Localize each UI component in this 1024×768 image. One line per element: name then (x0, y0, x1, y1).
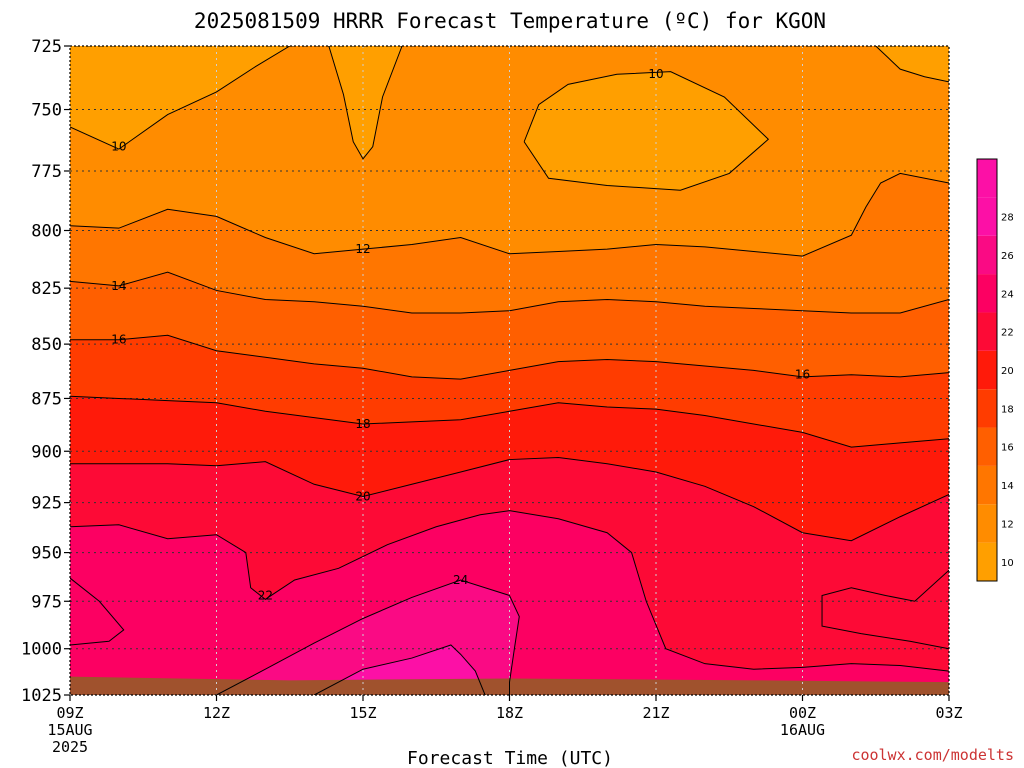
y-tick-label: 1000 (21, 640, 62, 660)
x-tick-label: 00Z (789, 704, 816, 722)
colorbar-segment (977, 389, 997, 428)
y-tick-label: 900 (31, 442, 62, 462)
contour-label: 16 (111, 333, 126, 347)
contour-10 (70, 46, 291, 150)
contour-lines (70, 46, 949, 695)
y-tick-label: 800 (31, 221, 62, 241)
x-tick-label: 03Z (935, 704, 962, 722)
contour-10 (523, 71, 770, 191)
temperature-bands (70, 46, 949, 695)
x-tick-date: 15AUG (47, 721, 92, 739)
colorbar-frame (976, 158, 998, 582)
y-axis: 725 750 775 800 825 850 875 900 925 950 975 1000 102… (21, 37, 70, 706)
colorbar-tick-label: 14 (1001, 481, 1014, 492)
contour-20 (70, 456, 949, 542)
colorbar-tick-label: 16 (1001, 443, 1014, 454)
colorbar-segment (977, 504, 997, 543)
colorbar-tick-label: 28 (1001, 213, 1014, 224)
y-tick-label: 725 (31, 37, 62, 57)
contour-16 (70, 334, 949, 380)
colorbar-tick-label: 20 (1001, 366, 1014, 377)
y-tick-label: 975 (31, 592, 62, 612)
contour-label: 18 (355, 417, 370, 431)
y-tick-label: 925 (31, 494, 62, 514)
contour-label: 12 (355, 242, 370, 256)
chart-title: 2025081509 HRRR Forecast Temperature (ºC… (194, 9, 826, 33)
band-22-left (70, 578, 124, 645)
y-tick-label: 1025 (21, 686, 62, 706)
x-axis-label: Forecast Time (UTC) (407, 748, 613, 768)
contour-14 (70, 271, 949, 314)
contour-18 (70, 395, 949, 448)
contour-label: 24 (453, 573, 468, 587)
colorbar-segment (977, 274, 997, 313)
colorbar-segment (977, 427, 997, 466)
colorbar-tick-label: 22 (1001, 328, 1014, 339)
x-tick-label: 21Z (642, 704, 669, 722)
contour-label: 22 (258, 588, 273, 602)
colorbar-tick-label: 24 (1001, 289, 1014, 300)
y-tick-label: 825 (31, 279, 62, 299)
y-tick-label: 850 (31, 335, 62, 355)
contour-10 (328, 46, 403, 160)
x-tick-label: 15Z (349, 704, 376, 722)
colorbar-tick-label: 18 (1001, 404, 1014, 415)
contour-24 (216, 579, 520, 695)
colorbar-segment (977, 542, 997, 581)
credit-text: coolwx.com/modelts (851, 746, 1014, 764)
contour-12 (70, 172, 949, 257)
colorbar-segment (977, 465, 997, 505)
colorbar-segment (977, 197, 997, 236)
x-tick-year: 2025 (52, 738, 88, 756)
x-tick-date: 16AUG (780, 721, 825, 739)
colorbar-segment (977, 159, 997, 198)
colorbar-segment (977, 235, 997, 275)
contour-label: 10 (111, 140, 126, 154)
contour-label: 14 (111, 279, 126, 293)
y-tick-label: 750 (31, 101, 62, 121)
y-tick-label: 950 (31, 544, 62, 564)
colorbar-segment (977, 350, 997, 390)
contour-label: 16 (795, 368, 810, 382)
band-20-22-right (822, 570, 949, 649)
band-cold-pocket (524, 71, 769, 191)
x-tick-label: 09Z (56, 704, 83, 722)
y-tick-label: 775 (31, 162, 62, 182)
x-tick-label: 12Z (203, 704, 230, 722)
colorbar-tick-label: 10 (1001, 558, 1014, 569)
contour-label: 10 (648, 67, 663, 81)
contour-26 (313, 644, 486, 695)
contour-label: 20 (355, 490, 370, 504)
contour-22 (70, 510, 949, 672)
colorbar-tick-label: 12 (1001, 519, 1014, 530)
contour-22 (821, 569, 949, 650)
colorbar-segment (977, 312, 997, 351)
contour-10 (875, 46, 949, 83)
contour-labels: 10 10 12 14 16 16 18 20 22 24 (111, 67, 810, 602)
colorbar-tick-label: 26 (1001, 251, 1014, 262)
grid-lines (70, 46, 949, 695)
x-tick-label: 18Z (496, 704, 523, 722)
y-tick-label: 875 (31, 389, 62, 409)
colorbar: 10 12 14 16 18 20 22 24 26 28 (976, 158, 1014, 582)
contour-22 (70, 577, 125, 646)
